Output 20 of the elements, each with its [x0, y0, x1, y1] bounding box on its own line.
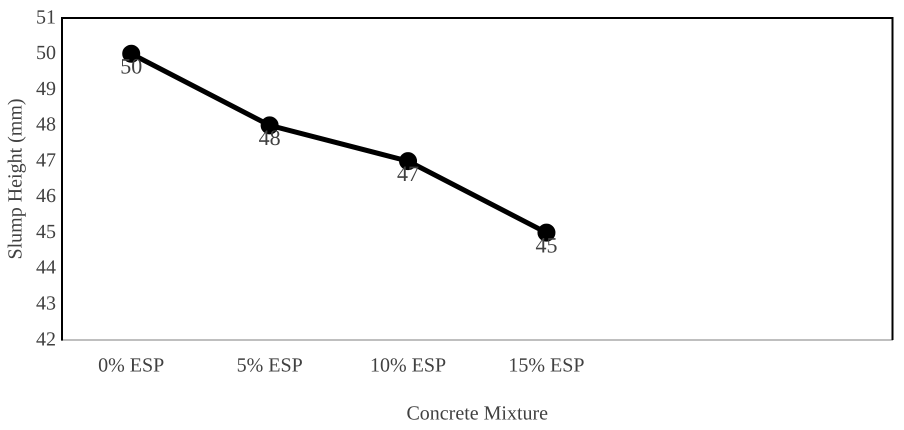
x-tick-label: 5% ESP: [236, 354, 303, 376]
y-axis-title: Slump Height (mm): [4, 98, 26, 260]
x-axis-title: Concrete Mixture: [406, 402, 548, 424]
y-tick-label: 42: [36, 328, 56, 350]
data-label: 50: [120, 54, 142, 79]
y-tick-label: 47: [36, 149, 56, 172]
data-label: 47: [397, 160, 420, 186]
y-tick-label: 51: [36, 6, 56, 28]
y-tick-label: 45: [36, 220, 56, 243]
x-tick-label: 10% ESP: [370, 354, 446, 376]
y-tick-label: 49: [36, 78, 56, 100]
data-label: 45: [535, 232, 558, 258]
data-label: 48: [258, 125, 281, 150]
y-tick-label: 50: [36, 42, 56, 64]
y-tick-label: 44: [36, 256, 56, 279]
y-tick-label: 46: [36, 185, 56, 208]
y-tick-label: 48: [36, 114, 56, 136]
x-tick-label: 15% ESP: [508, 354, 585, 376]
x-tick-label: 0% ESP: [98, 354, 164, 376]
y-tick-label: 43: [36, 292, 56, 314]
